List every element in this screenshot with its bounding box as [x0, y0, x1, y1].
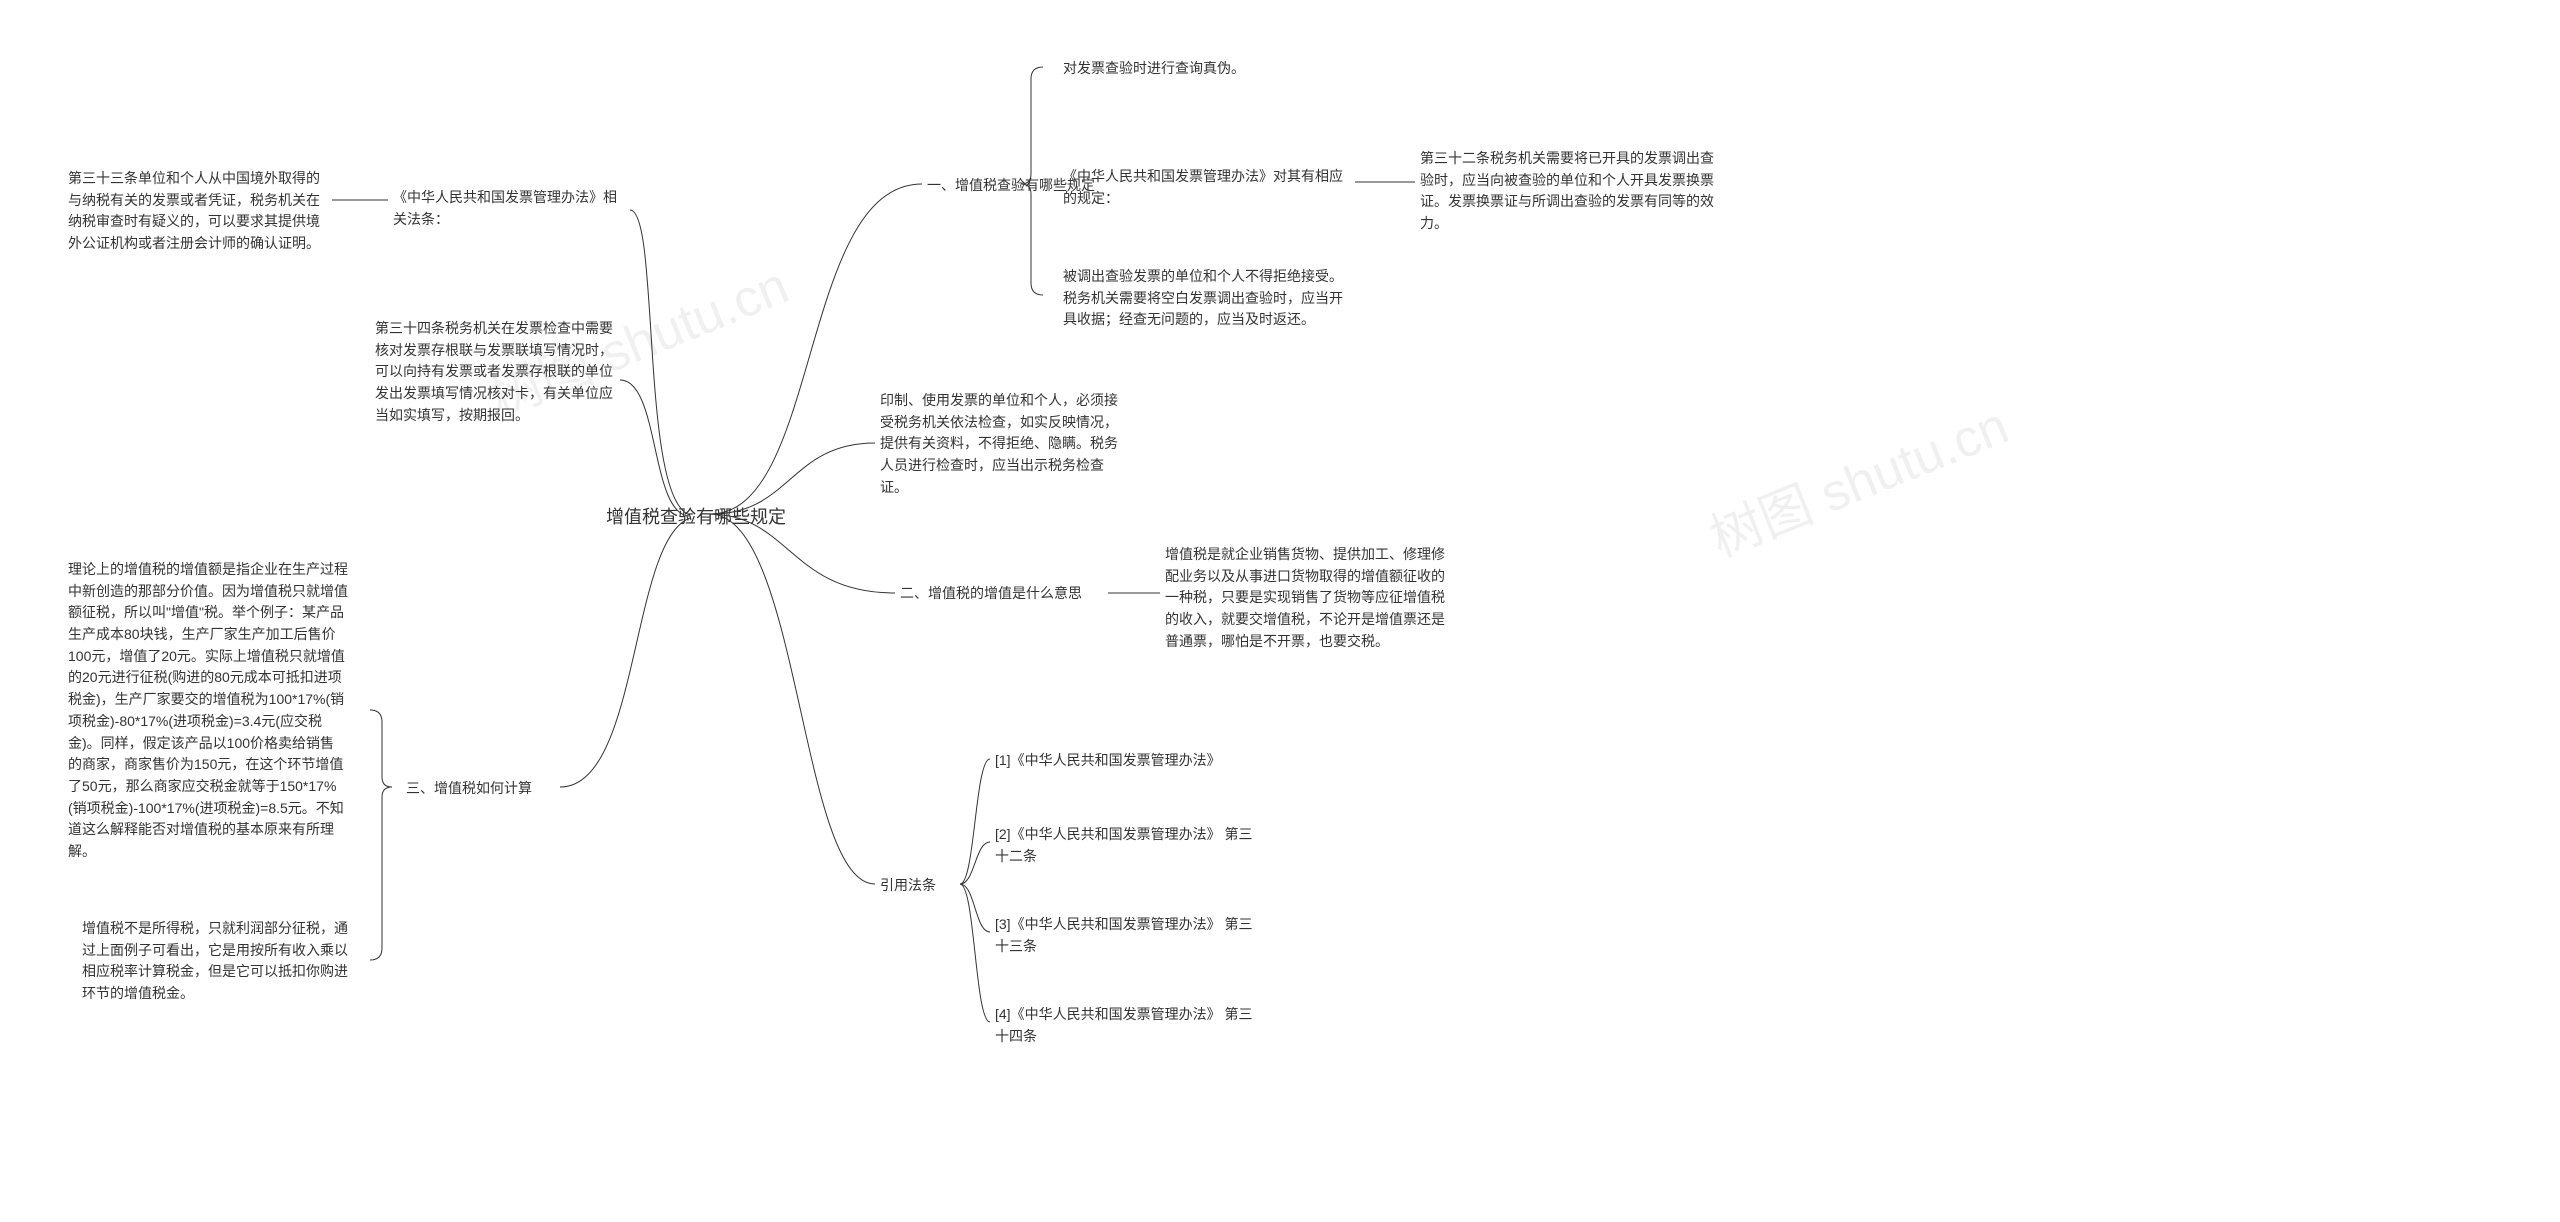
node-r3a: 增值税是就企业销售货物、提供加工、修理修配业务以及从事进口货物取得的增值额征收的…: [1165, 544, 1455, 652]
node-r4c: [3]《中华人民共和国发票管理办法》 第三十三条: [995, 914, 1255, 957]
watermark-2: 树图 shutu.cn: [1697, 384, 2017, 572]
node-r1b1-label: 第三十二条税务机关需要将已开具的发票调出查验时，应当向被查验的单位和个人开具发票…: [1420, 150, 1714, 231]
edge: [620, 380, 690, 516]
node-r4-label: 引用法条: [880, 877, 936, 893]
edge: [960, 759, 990, 884]
edge: [630, 210, 690, 515]
node-r4c-label: [3]《中华人民共和国发票管理办法》 第三十三条: [995, 916, 1252, 954]
edge: [710, 514, 875, 884]
node-r4a-label: [1]《中华人民共和国发票管理办法》: [995, 752, 1221, 768]
node-l1: 《中华人民共和国发票管理办法》相关法条：: [393, 187, 623, 230]
edge: [960, 884, 990, 932]
node-l3: 三、增值税如何计算: [406, 778, 556, 800]
node-r4d: [4]《中华人民共和国发票管理办法》 第三十四条: [995, 1004, 1255, 1047]
node-l1a: 第三十三条单位和个人从中国境外取得的与纳税有关的发票或者凭证，税务机关在纳税审查…: [68, 168, 328, 255]
node-l3b: 增值税不是所得税，只就利润部分征税，通过上面例子可看出，它是用按所有收入乘以相应…: [82, 918, 352, 1005]
node-l3b-label: 增值税不是所得税，只就利润部分征税，通过上面例子可看出，它是用按所有收入乘以相应…: [82, 920, 348, 1001]
node-r1a: 对发票查验时进行查询真伪。: [1063, 58, 1283, 80]
node-r1b1: 第三十二条税务机关需要将已开具的发票调出查验时，应当向被查验的单位和个人开具发票…: [1420, 148, 1720, 235]
node-r4: 引用法条: [880, 875, 960, 897]
node-r1b: 《中华人民共和国发票管理办法》对其有相应的规定：: [1063, 166, 1353, 209]
node-l3a-label: 理论上的增值税的增值额是指企业在生产过程中新创造的那部分价值。因为增值税只就增值…: [68, 561, 348, 859]
node-r1b-label: 《中华人民共和国发票管理办法》对其有相应的规定：: [1063, 168, 1343, 206]
edge: [960, 884, 990, 1022]
node-l2: 第三十四条税务机关在发票检查中需要核对发票存根联与发票联填写情况时，可以向持有发…: [375, 318, 615, 426]
edge: [960, 842, 990, 884]
node-l2-label: 第三十四条税务机关在发票检查中需要核对发票存根联与发票联填写情况时，可以向持有发…: [375, 320, 613, 423]
node-l1-label: 《中华人民共和国发票管理办法》相关法条：: [393, 189, 617, 227]
node-r1c: 被调出查验发票的单位和个人不得拒绝接受。税务机关需要将空白发票调出查验时，应当开…: [1063, 266, 1353, 331]
node-r3-label: 二、增值税的增值是什么意思: [900, 585, 1082, 601]
node-l1a-label: 第三十三条单位和个人从中国境外取得的与纳税有关的发票或者凭证，税务机关在纳税审查…: [68, 170, 320, 251]
node-r1a-label: 对发票查验时进行查询真伪。: [1063, 60, 1245, 76]
node-r2-label: 印制、使用发票的单位和个人，必须接受税务机关依法检查，如实反映情况，提供有关资料…: [880, 392, 1118, 495]
node-r3a-label: 增值税是就企业销售货物、提供加工、修理修配业务以及从事进口货物取得的增值额征收的…: [1165, 546, 1445, 649]
node-l3a: 理论上的增值税的增值额是指企业在生产过程中新创造的那部分价值。因为增值税只就增值…: [68, 559, 348, 863]
center-label: 增值税查验有哪些规定: [606, 507, 786, 527]
node-r4b: [2]《中华人民共和国发票管理办法》 第三十二条: [995, 824, 1255, 867]
node-r4b-label: [2]《中华人民共和国发票管理办法》 第三十二条: [995, 826, 1252, 864]
node-r1c-label: 被调出查验发票的单位和个人不得拒绝接受。税务机关需要将空白发票调出查验时，应当开…: [1063, 268, 1343, 327]
node-r4a: [1]《中华人民共和国发票管理办法》: [995, 750, 1235, 772]
edge: [560, 518, 690, 787]
node-r3: 二、增值税的增值是什么意思: [900, 583, 1110, 605]
bracket: [370, 710, 392, 960]
mindmap-center: 增值税查验有哪些规定: [596, 504, 796, 532]
node-r4d-label: [4]《中华人民共和国发票管理办法》 第三十四条: [995, 1006, 1252, 1044]
node-l3-label: 三、增值税如何计算: [406, 780, 532, 796]
node-r2: 印制、使用发票的单位和个人，必须接受税务机关依法检查，如实反映情况，提供有关资料…: [880, 390, 1120, 498]
